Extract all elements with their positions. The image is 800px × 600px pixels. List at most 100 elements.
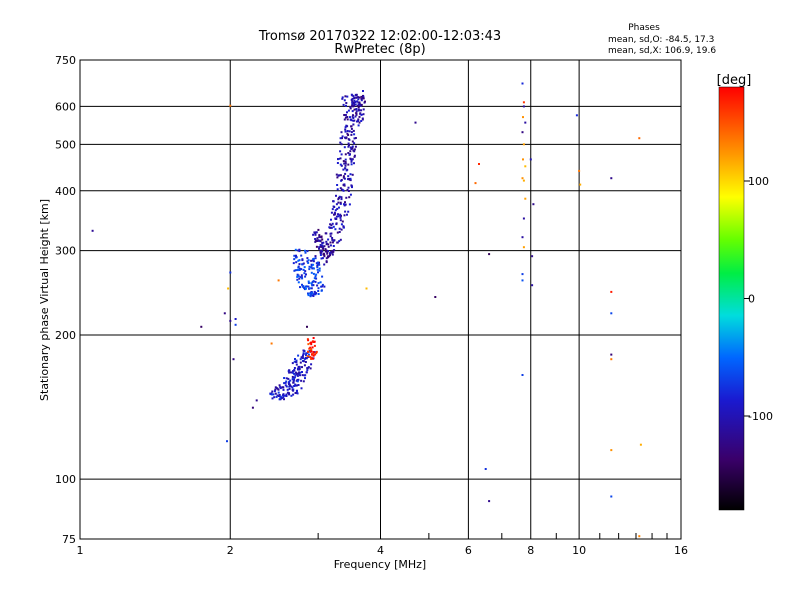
data-point — [354, 145, 357, 148]
data-point — [344, 160, 347, 163]
data-point — [277, 388, 280, 391]
data-point — [297, 384, 300, 386]
data-point — [484, 468, 487, 470]
data-point — [297, 265, 300, 268]
data-point — [359, 112, 362, 115]
data-point — [336, 188, 339, 191]
data-point — [304, 270, 307, 273]
data-point — [317, 239, 320, 242]
data-point — [316, 237, 319, 240]
data-point — [350, 184, 353, 187]
data-point — [352, 114, 354, 117]
data-point — [279, 397, 282, 400]
data-point — [355, 108, 358, 110]
data-point — [323, 253, 326, 256]
data-point — [360, 109, 363, 112]
data-point — [579, 183, 582, 186]
data-point — [318, 269, 321, 272]
data-point — [274, 388, 277, 391]
data-point — [295, 384, 298, 387]
data-point — [284, 381, 287, 384]
data-point — [351, 186, 353, 189]
data-point — [357, 98, 360, 101]
data-point — [575, 114, 578, 117]
data-point — [315, 350, 318, 353]
data-point — [305, 357, 308, 360]
data-point — [343, 146, 346, 149]
data-point — [522, 143, 525, 146]
data-point — [351, 147, 354, 150]
data-point — [362, 108, 365, 111]
data-point — [336, 207, 339, 210]
data-point — [320, 289, 323, 292]
data-point — [337, 201, 340, 204]
data-point — [310, 287, 313, 290]
data-point — [290, 394, 293, 397]
data-point — [288, 387, 291, 390]
data-point — [294, 269, 297, 272]
data-point — [255, 399, 258, 402]
data-point — [316, 266, 319, 269]
data-point — [521, 82, 524, 85]
data-point — [298, 250, 301, 253]
data-point — [304, 357, 307, 359]
data-points — [91, 82, 642, 538]
data-point — [346, 116, 349, 118]
data-point — [610, 312, 613, 315]
data-point — [300, 379, 303, 382]
data-point — [297, 281, 300, 284]
data-point — [346, 188, 349, 191]
data-point — [325, 232, 328, 235]
data-point — [270, 342, 273, 345]
data-point — [296, 275, 299, 278]
data-point — [353, 99, 356, 102]
data-point — [352, 101, 355, 104]
data-point — [343, 177, 346, 180]
data-point — [352, 95, 355, 98]
data-point — [346, 118, 349, 121]
data-point — [362, 90, 364, 92]
data-point — [273, 390, 276, 393]
stats-title: Phases — [628, 23, 660, 33]
data-point — [91, 229, 94, 232]
data-point — [344, 128, 347, 131]
data-point — [349, 173, 352, 176]
data-point — [362, 95, 365, 98]
data-point — [522, 217, 525, 220]
data-point — [339, 216, 342, 219]
data-point — [338, 174, 341, 177]
data-point — [301, 357, 304, 359]
colorbar-ticks: 100 0 -100 — [744, 175, 773, 423]
data-point — [313, 231, 316, 234]
data-point — [346, 168, 349, 171]
data-point — [271, 390, 274, 393]
y-tick-labels: 75 100 200 300 400 500 600 750 — [55, 54, 76, 546]
data-point — [342, 160, 345, 163]
data-point — [344, 114, 347, 116]
data-point — [342, 183, 345, 186]
stats-x: mean, sd,X: 106.9, 19.6 — [608, 46, 716, 56]
data-point — [294, 358, 296, 360]
data-point — [278, 394, 281, 397]
data-point — [331, 237, 334, 239]
data-point — [322, 247, 325, 250]
data-point — [308, 265, 311, 268]
data-point — [292, 379, 295, 382]
data-point — [292, 262, 295, 265]
data-point — [340, 228, 343, 231]
data-point — [310, 356, 313, 359]
data-point — [298, 365, 301, 368]
data-point — [332, 205, 335, 208]
data-point — [275, 395, 278, 398]
data-point — [340, 153, 343, 156]
data-point — [340, 164, 343, 167]
y-tick-label: 100 — [55, 473, 76, 486]
data-point — [280, 397, 283, 400]
data-point — [343, 203, 345, 206]
data-point — [293, 385, 296, 387]
data-point — [332, 245, 335, 247]
data-point — [350, 93, 353, 96]
data-point — [314, 238, 317, 240]
data-point — [300, 254, 303, 257]
